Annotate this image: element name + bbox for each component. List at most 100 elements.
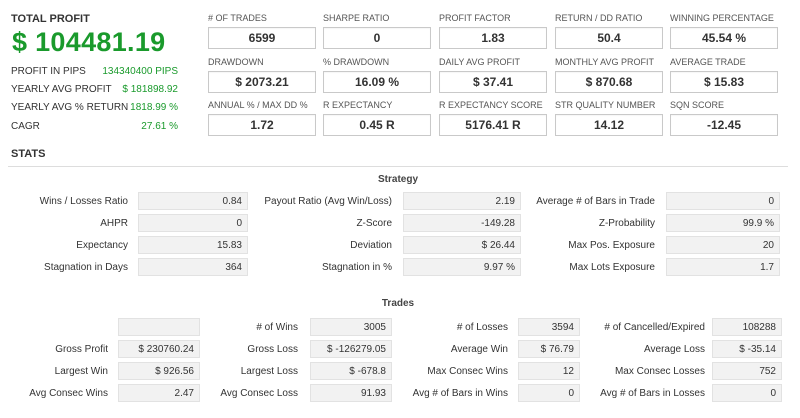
- trade-value-losses-count: 3594: [518, 318, 580, 336]
- metric-sharpe-ratio: SHARPE RATIO 0: [323, 13, 431, 49]
- metric-label: PROFIT FACTOR: [439, 13, 511, 23]
- stat-label-z-probability: Z-Probability: [598, 218, 655, 229]
- stat-value-stagnation-percent: 9.97 %: [403, 258, 521, 276]
- trade-value-gross-loss: $ -126279.05: [310, 340, 392, 358]
- trade-label-average-loss: Average Loss: [644, 344, 705, 355]
- metric-label: DRAWDOWN: [208, 57, 264, 67]
- stat-label-max-pos-exposure: Max Pos. Exposure: [568, 240, 655, 251]
- metric-label: STR QUALITY NUMBER: [555, 100, 656, 110]
- metric-value: 45.54 %: [670, 27, 778, 49]
- stat-label-stagnation-percent: Stagnation in %: [321, 262, 392, 273]
- metric-value: $ 37.41: [439, 71, 547, 93]
- stat-label-expectancy: Expectancy: [76, 240, 128, 251]
- trade-value-max-consec-wins: 12: [518, 362, 580, 380]
- stat-value-ahpr: 0: [138, 214, 248, 232]
- summary-row-yearly-avg-return: YEARLY AVG % RETURN 1818.99 %: [11, 102, 178, 116]
- metric-label: % DRAWDOWN: [323, 57, 390, 67]
- stat-label-deviation: Deviation: [350, 240, 392, 251]
- stat-label-ahpr: AHPR: [100, 218, 128, 229]
- trade-value-gross-profit: $ 230760.24: [118, 340, 200, 358]
- metric-value: $ 870.68: [555, 71, 663, 93]
- stat-value-z-probability: 99.9 %: [666, 214, 780, 232]
- stats-heading: STATS: [11, 148, 46, 160]
- metric-value: -12.45: [670, 114, 778, 136]
- trade-value-avg-consec-wins: 2.47: [118, 384, 200, 402]
- trade-label-average-win: Average Win: [450, 344, 508, 355]
- summary-row-cagr: CAGR 27.61 %: [11, 121, 178, 135]
- metric-label: R EXPECTANCY: [323, 100, 393, 110]
- trade-label-gross-loss: Gross Loss: [247, 344, 298, 355]
- metric-value: 0: [323, 27, 431, 49]
- summary-row-yearly-avg-profit: YEARLY AVG PROFIT $ 181898.92: [11, 84, 178, 98]
- metric-winning-percentage: WINNING PERCENTAGE 45.54 %: [670, 13, 778, 49]
- metric-label: ANNUAL % / MAX DD %: [208, 100, 308, 110]
- metric-monthly-avg-profit: MONTHLY AVG PROFIT $ 870.68: [555, 57, 663, 93]
- trade-value-average-loss: $ -35.14: [712, 340, 782, 358]
- metric-average-trade: AVERAGE TRADE $ 15.83: [670, 57, 778, 93]
- trade-label-wins-count: # of Wins: [256, 322, 298, 333]
- stat-label-max-lots-exposure: Max Lots Exposure: [569, 262, 655, 273]
- trade-label-losses-count: # of Losses: [456, 322, 508, 333]
- metric-annual-max-dd: ANNUAL % / MAX DD % 1.72: [208, 100, 316, 136]
- trade-value-avg-consec-loss: 91.93: [310, 384, 392, 402]
- total-profit-label: TOTAL PROFIT: [11, 13, 90, 25]
- stat-value-expectancy: 15.83: [138, 236, 248, 254]
- strategy-section-title: Strategy: [377, 174, 418, 185]
- trade-value-largest-loss: $ -678.8: [310, 362, 392, 380]
- metric-r-expectancy: R EXPECTANCY 0.45 R: [323, 100, 431, 136]
- stat-value-max-lots-exposure: 1.7: [666, 258, 780, 276]
- trade-label-largest-win: Largest Win: [54, 366, 108, 377]
- summary-value: 27.61 %: [141, 121, 178, 132]
- trades-section-title: Trades: [381, 298, 415, 309]
- metric-value: $ 15.83: [670, 71, 778, 93]
- stat-value-avg-bars-in-trade: 0: [666, 192, 780, 210]
- summary-label: YEARLY AVG % RETURN: [11, 102, 129, 113]
- trade-value-wins-count: 3005: [310, 318, 392, 336]
- metric-label: AVERAGE TRADE: [670, 57, 746, 67]
- stat-label-stagnation-days: Stagnation in Days: [44, 262, 128, 273]
- metric-label: SHARPE RATIO: [323, 13, 390, 23]
- metric-drawdown: DRAWDOWN $ 2073.21: [208, 57, 316, 93]
- trade-label-gross-profit: Gross Profit: [55, 344, 108, 355]
- metric-label: DAILY AVG PROFIT: [439, 57, 521, 67]
- summary-label: CAGR: [11, 121, 40, 132]
- metric-trades-count: # OF TRADES 6599: [208, 13, 316, 49]
- trade-value-max-consec-losses: 752: [712, 362, 782, 380]
- summary-label: PROFIT IN PIPS: [11, 66, 86, 77]
- trade-label-cancelled-expired: # of Cancelled/Expired: [604, 322, 705, 333]
- stats-divider: [8, 166, 788, 167]
- summary-value: $ 181898.92: [122, 84, 178, 95]
- metric-label: SQN SCORE: [670, 100, 725, 110]
- metric-daily-avg-profit: DAILY AVG PROFIT $ 37.41: [439, 57, 547, 93]
- trade-label-avg-bars-losses: Avg # of Bars in Losses: [600, 388, 705, 399]
- summary-row-profit-pips: PROFIT IN PIPS 134340400 PIPS: [11, 66, 178, 80]
- metric-return-dd-ratio: RETURN / DD RATIO 50.4: [555, 13, 663, 49]
- metric-value: $ 2073.21: [208, 71, 316, 93]
- stat-value-deviation: $ 26.44: [403, 236, 521, 254]
- trade-value-cancelled-expired: 108288: [712, 318, 782, 336]
- trade-value-avg-bars-losses: 0: [712, 384, 782, 402]
- metric-value: 0.45 R: [323, 114, 431, 136]
- summary-value: 134340400 PIPS: [102, 66, 178, 77]
- metric-profit-factor: PROFIT FACTOR 1.83: [439, 13, 547, 49]
- trade-label-max-consec-wins: Max Consec Wins: [427, 366, 508, 377]
- trade-label-avg-consec-loss: Avg Consec Loss: [220, 388, 298, 399]
- metric-label: RETURN / DD RATIO: [555, 13, 643, 23]
- metric-value: 1.83: [439, 27, 547, 49]
- stat-value-stagnation-days: 364: [138, 258, 248, 276]
- trade-value-average-win: $ 76.79: [518, 340, 580, 358]
- metric-value: 1.72: [208, 114, 316, 136]
- trade-label-max-consec-losses: Max Consec Losses: [614, 366, 705, 377]
- trade-value-avg-bars-wins: 0: [518, 384, 580, 402]
- metric-label: WINNING PERCENTAGE: [670, 13, 774, 23]
- metric-value: 14.12: [555, 114, 663, 136]
- stat-label-payout-ratio: Payout Ratio (Avg Win/Loss): [264, 196, 392, 207]
- trade-label-largest-loss: Largest Loss: [240, 366, 298, 377]
- metric-value: 6599: [208, 27, 316, 49]
- trade-value-largest-win: $ 926.56: [118, 362, 200, 380]
- metric-r-expectancy-score: R EXPECTANCY SCORE 5176.41 R: [439, 100, 547, 136]
- stat-value-payout-ratio: 2.19: [403, 192, 521, 210]
- metric-label: MONTHLY AVG PROFIT: [555, 57, 655, 67]
- trade-label-avg-bars-wins: Avg # of Bars in Wins: [412, 388, 508, 399]
- stat-label-wins-losses-ratio: Wins / Losses Ratio: [39, 196, 128, 207]
